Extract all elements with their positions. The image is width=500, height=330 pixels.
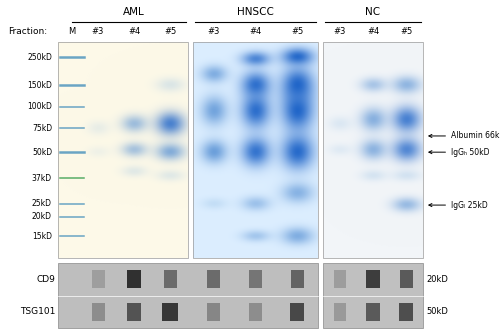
Text: #3: #3: [208, 27, 220, 37]
Text: 100kD: 100kD: [27, 102, 52, 111]
Text: #3: #3: [334, 27, 346, 37]
Bar: [323, 42, 423, 258]
Text: #5: #5: [400, 27, 412, 37]
Text: TSG101: TSG101: [20, 307, 55, 316]
Text: 50kD: 50kD: [32, 148, 52, 157]
Bar: [366, 303, 380, 321]
Text: 20kD: 20kD: [32, 213, 52, 221]
Bar: [249, 270, 262, 288]
Bar: [127, 303, 141, 321]
Bar: [290, 303, 304, 321]
Bar: [162, 303, 178, 321]
Text: HNSCC: HNSCC: [237, 7, 274, 17]
Text: CD9: CD9: [36, 275, 55, 284]
Text: 15kD: 15kD: [32, 232, 52, 241]
Bar: [127, 270, 141, 288]
Bar: [164, 270, 176, 288]
Bar: [249, 303, 262, 321]
Text: 150kD: 150kD: [27, 81, 52, 90]
Text: #5: #5: [291, 27, 304, 37]
Bar: [334, 270, 345, 288]
Text: Albumin 66kD: Albumin 66kD: [429, 131, 500, 141]
Bar: [290, 270, 304, 288]
Text: 37kD: 37kD: [32, 174, 52, 182]
Bar: [323, 263, 423, 328]
Text: M: M: [68, 27, 75, 37]
Text: 20kD: 20kD: [426, 275, 448, 284]
Text: #3: #3: [92, 27, 104, 37]
Text: #5: #5: [164, 27, 176, 37]
Text: IgGₕ 50kD: IgGₕ 50kD: [429, 148, 490, 157]
Bar: [58, 263, 318, 328]
Text: Fraction:: Fraction:: [8, 27, 47, 37]
Bar: [208, 303, 220, 321]
Bar: [92, 303, 104, 321]
Bar: [58, 42, 188, 258]
Text: 75kD: 75kD: [32, 124, 52, 133]
Bar: [334, 303, 345, 321]
Text: NC: NC: [366, 7, 380, 17]
Text: AML: AML: [123, 7, 145, 17]
Text: 25kD: 25kD: [32, 200, 52, 209]
Text: 50kD: 50kD: [426, 307, 448, 316]
Bar: [399, 303, 413, 321]
Bar: [92, 270, 104, 288]
Text: #4: #4: [367, 27, 379, 37]
Text: 250kD: 250kD: [27, 52, 52, 62]
Text: #4: #4: [128, 27, 140, 37]
Text: IgGₗ 25kD: IgGₗ 25kD: [429, 201, 488, 210]
Bar: [208, 270, 220, 288]
Bar: [193, 42, 318, 258]
Bar: [400, 270, 413, 288]
Text: #4: #4: [250, 27, 262, 37]
Bar: [366, 270, 380, 288]
